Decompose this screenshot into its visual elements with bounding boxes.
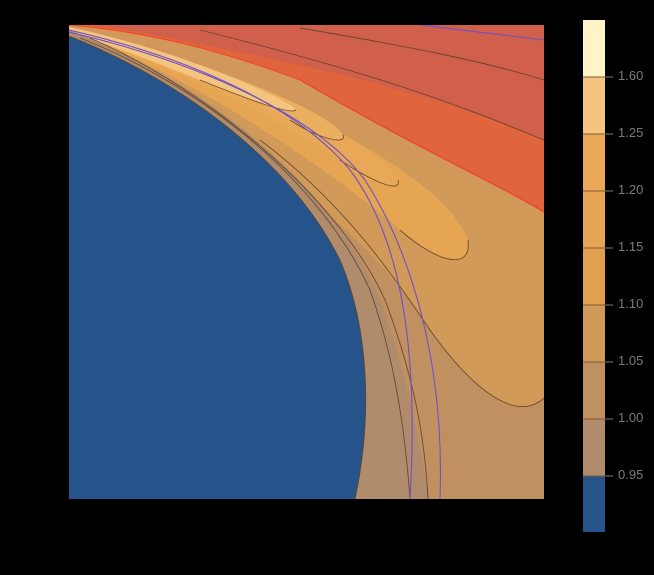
colorbar-tick-label: 1.25 xyxy=(618,125,644,140)
colorbar-tick-label: 1.15 xyxy=(618,239,644,254)
colorbar-tick-label: 1.60 xyxy=(618,68,644,83)
plot-area xyxy=(69,25,544,499)
colorbar-tick-label: 0.95 xyxy=(618,467,644,482)
colorbar-tick-label: 1.20 xyxy=(618,182,644,197)
colorbar xyxy=(583,20,613,532)
colorbar-tick-label: 1.10 xyxy=(618,296,644,311)
colorbar-tick-label: 1.05 xyxy=(618,353,644,368)
colorbar-tick-label: 1.00 xyxy=(618,410,644,425)
